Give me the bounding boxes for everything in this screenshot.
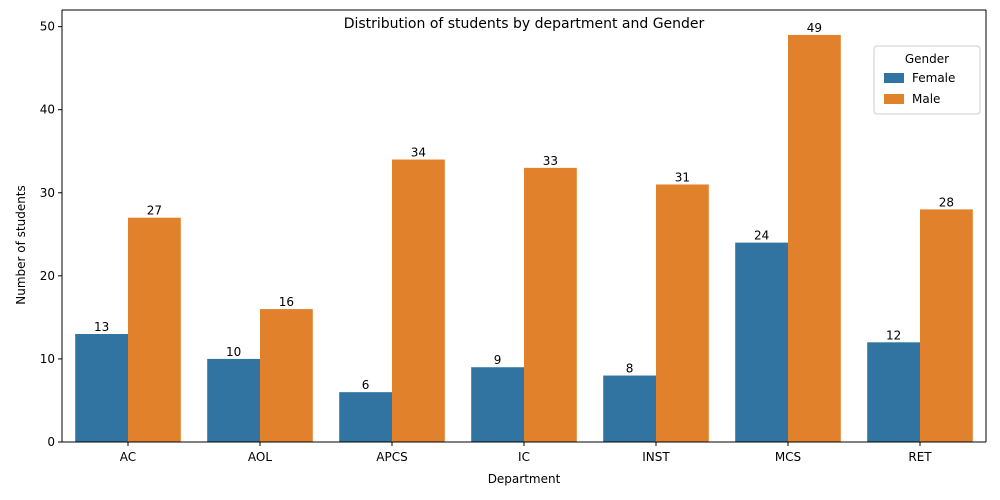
bar-female-ret <box>867 342 920 442</box>
y-tick-label: 30 <box>40 186 55 200</box>
x-tick-label: AC <box>120 450 136 464</box>
legend-swatch-male <box>884 94 904 104</box>
bar-female-ac <box>75 334 128 442</box>
data-label: 31 <box>675 170 690 184</box>
data-label: 27 <box>147 204 162 218</box>
bar-male-aol <box>260 309 313 442</box>
data-label: 12 <box>886 328 901 342</box>
bar-female-inst <box>603 375 656 442</box>
bar-female-apcs <box>339 392 392 442</box>
x-tick-label: APCS <box>376 450 407 464</box>
y-tick-label: 10 <box>40 352 55 366</box>
data-label: 34 <box>411 146 426 160</box>
legend: Gender Female Male <box>873 45 981 115</box>
bar-male-ic <box>524 167 577 442</box>
legend-swatch-female <box>884 73 904 83</box>
chart-title: Distribution of students by department a… <box>344 16 705 32</box>
x-tick-label: AOL <box>248 450 272 464</box>
y-tick-label: 0 <box>47 435 55 449</box>
x-tick-label: MCS <box>775 450 801 464</box>
bar-male-ret <box>920 209 973 442</box>
data-label: 16 <box>279 295 294 309</box>
legend-title: Gender <box>905 52 949 66</box>
legend-label-female: Female <box>912 71 955 85</box>
x-tick-label: IC <box>518 450 530 464</box>
legend-label-male: Male <box>912 92 940 106</box>
x-axis-label: Department <box>488 472 561 486</box>
plot-area: 13 10 6 9 8 24 12 27 16 34 33 31 49 28 0 10 20 30 40 50 AC AO… <box>40 9 987 464</box>
data-label: 9 <box>494 353 502 367</box>
data-label: 8 <box>626 362 634 376</box>
y-tick-label: 50 <box>40 20 55 34</box>
bar-female-mcs <box>735 242 788 442</box>
bar-male-mcs <box>788 34 841 443</box>
x-tick-label: INST <box>642 450 670 464</box>
data-label: 49 <box>807 21 822 35</box>
data-label: 6 <box>362 378 370 392</box>
bar-male-inst <box>656 184 709 442</box>
y-axis-label: Number of students <box>14 185 28 305</box>
bar-female-ic <box>471 367 524 442</box>
data-label: 28 <box>939 195 954 209</box>
data-label: 10 <box>226 345 241 359</box>
x-tick-label: RET <box>908 450 932 464</box>
y-tick-label: 20 <box>40 269 55 283</box>
data-label: 24 <box>754 229 769 243</box>
bar-female-aol <box>207 358 260 442</box>
y-tick-label: 40 <box>40 103 55 117</box>
data-label: 13 <box>94 320 109 334</box>
bar-male-ac <box>128 217 181 442</box>
bar-male-apcs <box>392 159 445 443</box>
data-label: 33 <box>543 154 558 168</box>
